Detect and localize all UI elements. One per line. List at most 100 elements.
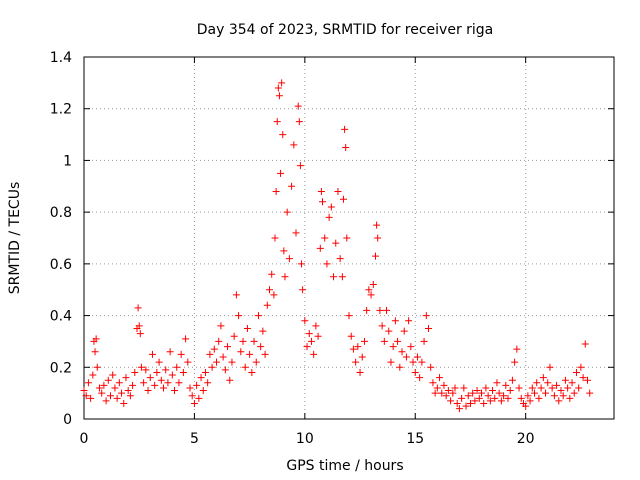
data-point (526, 397, 534, 405)
data-point (373, 221, 381, 229)
data-point (84, 379, 92, 387)
data-point (508, 376, 516, 384)
data-point (400, 327, 408, 335)
data-point (140, 379, 148, 387)
data-point (295, 118, 303, 126)
data-point (539, 374, 547, 382)
data-point (517, 394, 525, 402)
x-tick-label: 20 (517, 431, 535, 447)
data-point (475, 394, 483, 402)
data-point (372, 252, 379, 260)
data-point (566, 394, 574, 402)
data-point (272, 187, 280, 195)
data-point (182, 335, 190, 343)
data-point (190, 399, 198, 407)
data-point (168, 371, 176, 379)
data-point (299, 286, 307, 294)
data-point (502, 381, 510, 389)
data-point (577, 363, 585, 371)
data-point (478, 389, 485, 397)
data-point (129, 381, 137, 389)
data-point (102, 397, 110, 405)
data-point (402, 353, 410, 361)
data-point (493, 379, 501, 387)
data-point (261, 350, 269, 358)
data-point (544, 379, 552, 387)
data-point (142, 366, 150, 374)
data-point (369, 281, 377, 289)
data-point (352, 358, 360, 366)
data-point (144, 387, 152, 395)
data-point (321, 234, 329, 242)
data-point (217, 322, 225, 330)
data-point (489, 387, 497, 395)
x-tick-label: 5 (190, 431, 199, 447)
data-point (283, 208, 291, 216)
data-point (438, 389, 446, 397)
data-point (195, 394, 203, 402)
data-point (155, 358, 163, 366)
data-point (354, 343, 362, 351)
data-point (464, 392, 472, 400)
data-point (338, 273, 346, 281)
data-point (427, 363, 435, 371)
data-point (136, 330, 144, 338)
data-point (92, 335, 100, 343)
data-point (118, 389, 126, 397)
data-point (349, 345, 357, 353)
data-point (275, 92, 283, 100)
data-point (98, 389, 106, 397)
data-point (586, 389, 594, 397)
data-point (418, 358, 426, 366)
data-point (171, 387, 179, 395)
data-point (327, 203, 335, 211)
data-point (113, 394, 121, 402)
data-point (305, 330, 313, 338)
data-point (290, 141, 298, 149)
data-point (342, 144, 350, 151)
data-point (268, 270, 276, 278)
data-point (579, 374, 587, 382)
data-point (449, 389, 457, 397)
data-point (537, 384, 545, 392)
data-point (120, 399, 128, 407)
data-point (360, 337, 368, 345)
y-tick-label: 1.2 (50, 102, 72, 118)
data-point (330, 273, 338, 281)
data-point (345, 312, 353, 320)
data-point (278, 79, 286, 87)
data-point (409, 358, 417, 366)
data-point (122, 374, 130, 382)
data-point (332, 239, 340, 247)
data-point (193, 381, 201, 389)
data-point (210, 345, 218, 353)
data-point (347, 332, 355, 340)
data-point (239, 337, 247, 345)
data-point (281, 273, 289, 281)
data-point (486, 397, 494, 405)
data-point (531, 389, 538, 397)
data-point (219, 353, 227, 361)
data-point (559, 392, 567, 400)
data-point (535, 394, 543, 402)
data-point (93, 363, 101, 371)
data-point (215, 337, 223, 345)
data-point (365, 286, 373, 294)
data-point (522, 402, 530, 410)
data-point (250, 337, 258, 345)
y-axis-label: SRMTID / TECUs (7, 182, 23, 295)
data-point (280, 247, 288, 255)
data-point (515, 384, 523, 392)
data-point (126, 392, 134, 400)
data-point (134, 304, 142, 312)
data-point (237, 348, 245, 356)
data-point (228, 358, 236, 366)
data-point (80, 387, 88, 395)
data-point (389, 343, 397, 351)
data-point (482, 384, 490, 392)
data-point (317, 187, 325, 195)
data-point (570, 389, 578, 397)
data-point (173, 363, 181, 371)
data-point (314, 332, 322, 340)
